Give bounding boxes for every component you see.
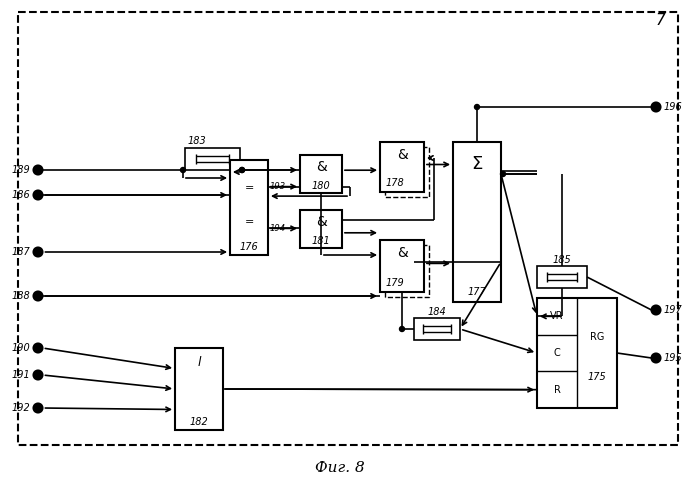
- Circle shape: [240, 168, 245, 172]
- Circle shape: [400, 327, 405, 331]
- Circle shape: [651, 354, 661, 363]
- Text: 179: 179: [386, 278, 405, 288]
- Text: 182: 182: [189, 417, 208, 427]
- Text: Σ: Σ: [471, 155, 483, 173]
- Circle shape: [34, 190, 43, 199]
- Bar: [380, 240, 424, 292]
- Text: 188: 188: [11, 291, 30, 301]
- Bar: [175, 348, 223, 430]
- Text: 196: 196: [664, 102, 683, 112]
- Bar: [300, 155, 342, 193]
- Bar: [385, 147, 429, 197]
- Bar: [380, 142, 424, 192]
- Text: Фиг. 8: Фиг. 8: [315, 461, 365, 475]
- Text: 193: 193: [270, 182, 286, 191]
- Text: 184: 184: [428, 307, 447, 317]
- Text: 177: 177: [468, 287, 487, 297]
- Text: RG: RG: [590, 331, 604, 341]
- Text: C: C: [554, 348, 561, 358]
- Text: 197: 197: [664, 305, 683, 315]
- Circle shape: [34, 370, 43, 380]
- Text: 186: 186: [11, 190, 30, 200]
- Text: 194: 194: [270, 224, 286, 233]
- Text: &: &: [396, 246, 408, 260]
- Circle shape: [240, 168, 245, 172]
- Text: 185: 185: [553, 255, 571, 265]
- Bar: [230, 160, 268, 255]
- Text: 192: 192: [11, 403, 30, 413]
- Circle shape: [651, 306, 661, 314]
- Circle shape: [180, 168, 185, 172]
- Text: 180: 180: [312, 181, 331, 191]
- Circle shape: [34, 166, 43, 174]
- Text: 195: 195: [664, 353, 683, 363]
- Text: 7: 7: [655, 13, 665, 28]
- Text: 181: 181: [312, 236, 331, 246]
- Text: 183: 183: [187, 136, 206, 146]
- Text: &: &: [396, 148, 408, 162]
- Text: 191: 191: [11, 370, 30, 380]
- Text: =: =: [245, 217, 254, 227]
- Bar: [300, 210, 342, 248]
- Bar: [453, 142, 501, 302]
- Bar: [537, 298, 617, 408]
- Circle shape: [500, 171, 505, 176]
- Circle shape: [651, 102, 661, 112]
- Circle shape: [34, 403, 43, 412]
- Text: VR: VR: [550, 312, 564, 321]
- Circle shape: [34, 247, 43, 256]
- Bar: [18, 12, 678, 445]
- Text: 187: 187: [11, 247, 30, 257]
- Text: l: l: [197, 355, 201, 369]
- Circle shape: [475, 104, 480, 110]
- Bar: [414, 318, 460, 340]
- Text: &: &: [316, 160, 326, 174]
- Bar: [385, 245, 429, 297]
- Text: 190: 190: [11, 343, 30, 353]
- Circle shape: [34, 343, 43, 353]
- Text: =: =: [245, 184, 254, 194]
- Circle shape: [34, 292, 43, 300]
- Text: R: R: [554, 384, 561, 395]
- Bar: [185, 148, 240, 170]
- Text: 175: 175: [588, 372, 606, 382]
- Text: 189: 189: [11, 165, 30, 175]
- Text: &: &: [316, 215, 326, 229]
- Text: 178: 178: [386, 178, 405, 188]
- Text: 176: 176: [240, 242, 259, 252]
- Bar: [537, 266, 587, 288]
